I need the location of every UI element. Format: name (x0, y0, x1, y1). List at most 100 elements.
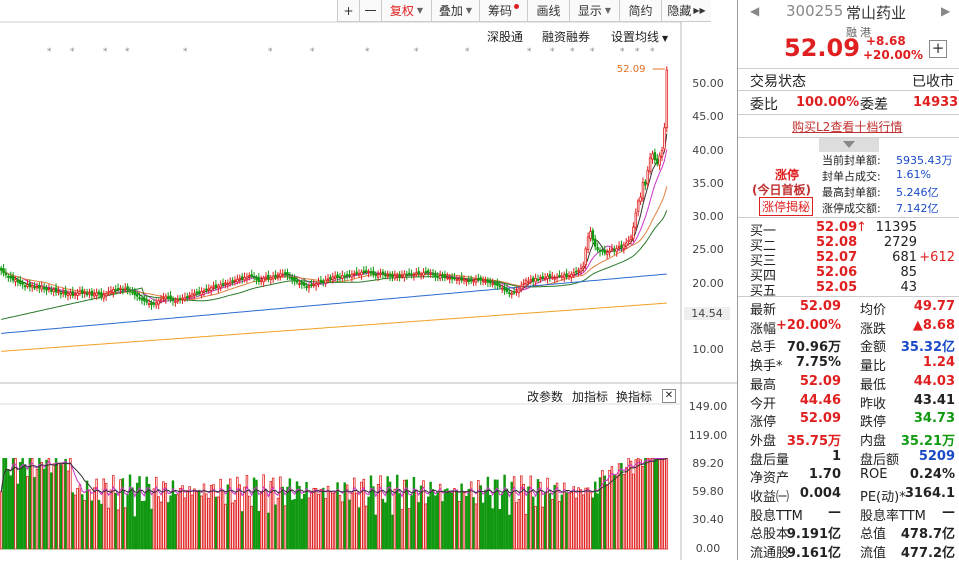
chevron-down-icon: ▼ (465, 6, 473, 15)
volume-bar (83, 500, 86, 550)
candle-body (548, 274, 552, 278)
candle-body (257, 277, 261, 282)
collapse-toggle[interactable] (819, 138, 879, 152)
volume-bar (515, 502, 518, 550)
candle-body (40, 285, 43, 290)
volume-axis-tick: 0.00 (695, 542, 721, 555)
candle-body (83, 291, 86, 294)
candle-body (264, 276, 268, 279)
chips-button[interactable]: 筹码 (479, 0, 527, 22)
candle-body (252, 275, 256, 278)
volume-bar (481, 502, 485, 550)
volume-bar (577, 487, 580, 550)
volume-bar (181, 485, 184, 550)
simple-button[interactable]: 简约 (619, 0, 661, 22)
change-params-button[interactable]: 改参数 (527, 390, 564, 404)
candle-body (193, 293, 196, 296)
volume-bar (617, 463, 621, 550)
candle-body (124, 287, 127, 290)
volume-bar (155, 476, 158, 550)
candle-body (458, 278, 461, 281)
candle-body (372, 270, 375, 275)
volume-bar (615, 475, 618, 550)
candle-body (498, 285, 502, 288)
y-axis-tick: 10.00 (692, 343, 724, 356)
volume-bar (81, 494, 84, 550)
display-button[interactable]: 显示 ▼ (569, 0, 619, 22)
stat-label: 金额 (860, 340, 887, 356)
candle-body (145, 300, 148, 303)
l2-purchase-link[interactable]: 购买L2查看十档行情 (792, 120, 903, 134)
volume-bar (107, 507, 110, 550)
candle-body (512, 291, 516, 294)
volume-bar (355, 492, 358, 550)
price-change: +8.68 (866, 34, 906, 48)
stat-value: 35.32亿 (900, 340, 955, 356)
volume-bar (178, 487, 182, 550)
chart-area[interactable]: + 一 复权 ▼ 叠加 ▼ 筹码 画线 显示 ▼ 简约 隐藏 ▶▶ 深股通 融资融券 设… (0, 0, 737, 560)
candle-body (367, 271, 370, 273)
candle-body (322, 280, 325, 283)
candle-body (534, 277, 537, 283)
candle-body (362, 270, 366, 273)
volume-bar (159, 501, 163, 550)
add-watchlist-button[interactable]: + (929, 40, 947, 58)
candle-body (388, 274, 392, 277)
hide-button[interactable]: 隐藏 ▶▶ (661, 0, 711, 22)
candle-body (605, 251, 609, 255)
switch-indicator-button[interactable]: 换指标 (616, 390, 653, 404)
volume-bar (381, 498, 385, 550)
volume-bar (627, 458, 630, 550)
candle-body (520, 285, 523, 290)
stat-value: 70.96万 (786, 340, 841, 356)
limit-up-reveal-button[interactable]: 涨停揭秘 (759, 197, 814, 216)
candle-body (147, 303, 151, 305)
event-marker-icon: * (414, 47, 419, 57)
volume-bar (238, 484, 241, 550)
volume-bar (228, 478, 232, 550)
bid-label: 买五 (750, 284, 777, 299)
volume-bar (362, 478, 366, 550)
candle-body (219, 284, 222, 288)
volume-bar (288, 478, 292, 550)
candle-body (331, 276, 335, 280)
price-change-pct: +20.00% (863, 48, 924, 62)
candle-body (71, 291, 74, 296)
candle-body (164, 295, 168, 300)
candle-body (615, 247, 618, 253)
volume-bar (214, 496, 218, 550)
next-stock-icon[interactable]: ▶ (941, 4, 951, 18)
volume-bar (393, 488, 397, 550)
candle-body (100, 292, 103, 298)
volume-bar (562, 482, 566, 550)
event-marker-icon: * (620, 47, 625, 57)
volume-bar (560, 494, 564, 550)
limit-row-label: 当前封单额: (822, 154, 881, 167)
add-indicator-button[interactable]: 加指标 (572, 390, 609, 404)
volume-bar (224, 503, 227, 550)
volume-bar (281, 486, 284, 550)
candle-body (634, 212, 638, 228)
candle-body (81, 289, 84, 294)
shen-gu-tong-link[interactable]: 深股通 (487, 30, 524, 44)
candle-body (228, 281, 232, 285)
volume-bar (121, 478, 125, 550)
volume-bar (226, 484, 230, 550)
volume-bar (524, 514, 528, 550)
volume-bar (140, 501, 144, 550)
limit-row-value: 5.246亿 (896, 186, 939, 199)
event-marker-icon: * (310, 47, 315, 57)
volume-bar (603, 475, 607, 550)
volume-bar (207, 498, 210, 550)
candle-body (214, 284, 218, 288)
volume-bar (353, 477, 356, 550)
candle-body (221, 283, 225, 285)
price-chart[interactable]: 52.09 * * * * * * * * * * * * * * * * * (0, 0, 737, 560)
rongzi-link[interactable]: 融资融券 (542, 30, 591, 44)
prev-stock-icon[interactable]: ◀ (750, 4, 760, 18)
candle-body (88, 292, 91, 295)
stat-label: 收益㈠ (750, 490, 790, 505)
close-indicator-icon[interactable]: ✕ (662, 389, 676, 403)
candle-body (260, 279, 263, 282)
ma-settings-button[interactable]: 设置均线 ▼ (611, 28, 668, 45)
